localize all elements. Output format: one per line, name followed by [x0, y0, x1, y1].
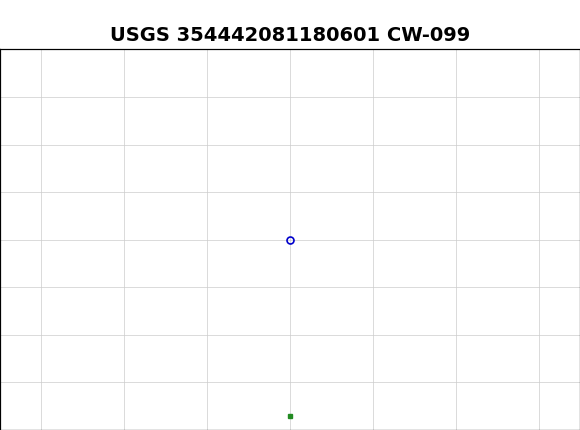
Text: ≡USGS: ≡USGS — [12, 15, 93, 35]
Title: USGS 354442081180601 CW-099: USGS 354442081180601 CW-099 — [110, 26, 470, 45]
